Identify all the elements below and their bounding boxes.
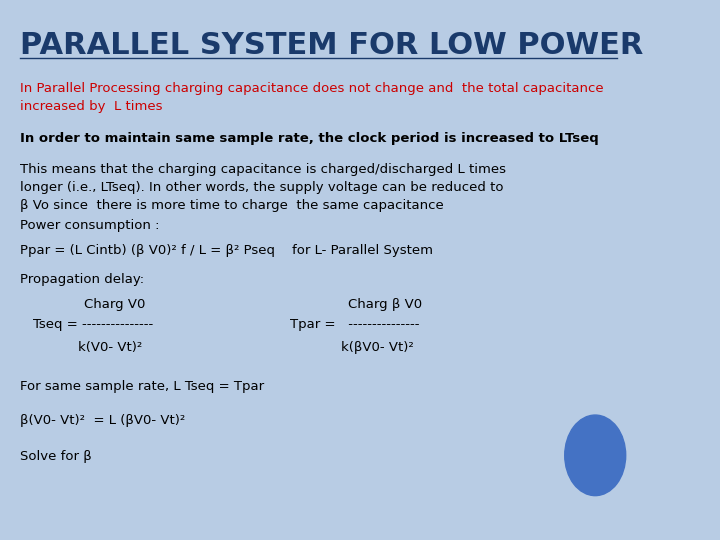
Text: Ppar = (L Cintb) (β V0)² f / L = β² Pseq    for L- Parallel System: Ppar = (L Cintb) (β V0)² f / L = β² Pseq… (20, 244, 433, 257)
Text: For same sample rate, L Tseq = Tpar: For same sample rate, L Tseq = Tpar (20, 380, 264, 393)
Text: This means that the charging capacitance is charged/discharged L times
longer (i: This means that the charging capacitance… (20, 163, 506, 212)
Text: Charg β V0: Charg β V0 (348, 298, 422, 311)
Text: Charg V0: Charg V0 (84, 298, 145, 311)
Text: Power consumption :: Power consumption : (20, 219, 160, 232)
Text: In Parallel Processing charging capacitance does not change and  the total capac: In Parallel Processing charging capacita… (20, 82, 604, 113)
Text: Tseq = ---------------: Tseq = --------------- (33, 319, 153, 332)
Text: β(V0- Vt)²  = L (βV0- Vt)²: β(V0- Vt)² = L (βV0- Vt)² (20, 414, 186, 427)
Text: In order to maintain same sample rate, the clock period is increased to LTseq: In order to maintain same sample rate, t… (20, 132, 599, 145)
Text: Propagation delay:: Propagation delay: (20, 273, 145, 286)
Text: Tpar =   ---------------: Tpar = --------------- (290, 319, 420, 332)
Text: k(V0- Vt)²: k(V0- Vt)² (78, 341, 142, 354)
Ellipse shape (564, 415, 626, 496)
Text: k(βV0- Vt)²: k(βV0- Vt)² (341, 341, 414, 354)
Text: PARALLEL SYSTEM FOR LOW POWER: PARALLEL SYSTEM FOR LOW POWER (20, 31, 644, 60)
Text: Solve for β: Solve for β (20, 450, 92, 463)
